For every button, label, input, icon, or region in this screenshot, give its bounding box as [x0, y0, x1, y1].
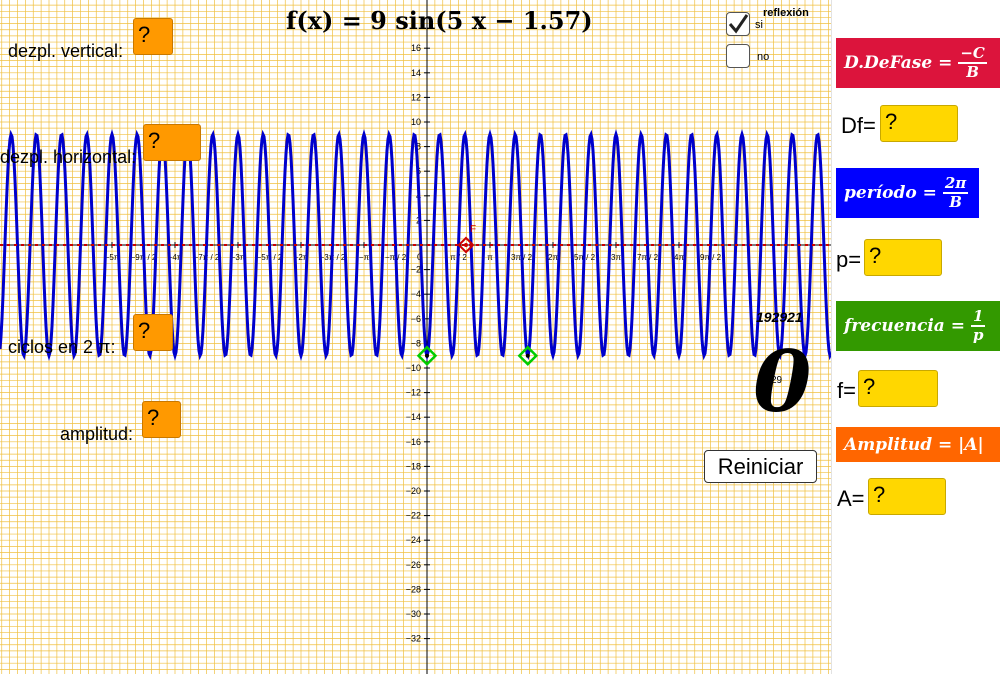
green-point-dot [424, 353, 429, 358]
x-tick-label: −4π [168, 253, 183, 262]
y-tick-label: −24 [406, 535, 421, 545]
y-tick-label: −2 [411, 265, 421, 275]
phase-denominator: B [966, 63, 979, 81]
x-tick-label: −3π [231, 253, 246, 262]
period-input[interactable]: ? [864, 239, 942, 276]
reflection-no-checkbox[interactable] [726, 44, 750, 68]
y-tick-label: −16 [406, 437, 421, 447]
y-tick-label: −6 [411, 314, 421, 324]
frequency-input[interactable]: ? [858, 370, 938, 407]
x-tick-label: 2π [548, 253, 558, 262]
x-tick-label: 3π [611, 253, 621, 262]
x-tick-label: −2π [294, 253, 309, 262]
y-tick-label: −26 [406, 560, 421, 570]
horizontal-shift-input[interactable]: ? [143, 124, 201, 161]
reflection-title: reflexión [763, 7, 809, 19]
x-tick-label: −π [359, 253, 370, 262]
phase-numerator: −C [958, 44, 987, 64]
y-tick-label: 8 [416, 142, 421, 152]
y-tick-label: −14 [406, 412, 421, 422]
right-panel: D.DeFase = −C B Df= ? período = 2π B p= ? … [831, 0, 1000, 674]
function-formula: f(x) = 9 sin(5 x − 1.57) [286, 6, 593, 35]
vertical-shift-input[interactable]: ? [133, 18, 173, 55]
y-tick-label: −30 [406, 609, 421, 619]
frequency-denominator: p [972, 326, 984, 344]
point-f-dot [464, 243, 468, 247]
green-point-dot [525, 353, 530, 358]
amplitude-input[interactable]: ? [142, 401, 181, 438]
reset-button[interactable]: Reiniciar [704, 450, 817, 483]
y-tick-label: −12 [406, 388, 421, 398]
y-tick-label: −4 [411, 289, 421, 299]
score-subscript: 29 [771, 375, 783, 386]
amplitude-input-panel[interactable]: ? [868, 478, 946, 515]
phase-shift-label: Df= [841, 113, 876, 138]
checkmark-icon [728, 14, 749, 34]
reflection-yes-checkbox[interactable] [726, 12, 750, 36]
graph-svg[interactable]: 161412108642−2−4−6−8−10−12−14−16−18−20−2… [0, 0, 831, 674]
cycles-input[interactable]: ? [133, 314, 173, 351]
frequency-numerator: 1 [971, 307, 986, 327]
y-tick-label: −28 [406, 584, 421, 594]
y-tick-label: −32 [406, 634, 421, 644]
y-tick-label: 12 [411, 92, 421, 102]
phase-shift-banner: D.DeFase = −C B [836, 38, 1000, 88]
green-point-marker [416, 345, 438, 366]
period-banner: período = 2π B [836, 168, 979, 218]
counter-value: 192921 [756, 309, 803, 325]
point-f-label: F [470, 224, 476, 235]
horizontal-shift-label: dezpl. horizontal: [0, 147, 137, 167]
reflection-no-label: no [757, 51, 770, 63]
amplitude-label: amplitud: [60, 424, 134, 444]
formula-text: f(x) = 9 sin(5 x − 1.57) [286, 6, 593, 35]
y-tick-label: −8 [411, 338, 421, 348]
y-tick-label: 16 [411, 43, 421, 53]
reflection-yes-label: si [755, 19, 763, 31]
amplitude-label-panel: A= [837, 486, 865, 511]
sine-curve [0, 128, 831, 362]
period-label: p= [836, 247, 862, 272]
period-numerator: 2π [942, 174, 969, 194]
x-tick-label: π [487, 253, 493, 262]
amplitude-banner: Amplitud = |A| [836, 427, 1000, 462]
y-tick-label: −20 [406, 486, 421, 496]
cycles-label: ciclos en 2 π: [8, 337, 116, 357]
period-denominator: B [949, 193, 962, 211]
vertical-shift-label: dezpl. vertical: [8, 41, 124, 61]
graph-canvas[interactable]: 16 14 12 10 8 6 4 2 −2 −4 −6 −8 −10 −12 −14 −16 −18 −20 −2… [0, 0, 831, 674]
y-tick-label: −22 [406, 511, 421, 521]
point-f-marker [457, 236, 475, 254]
green-point-marker [517, 345, 539, 366]
y-tick-label: 14 [411, 68, 421, 78]
y-tick-label: −10 [406, 363, 421, 373]
frequency-label: f= [837, 378, 856, 403]
x-tick-label: −5π [105, 253, 120, 262]
y-tick-label: −18 [406, 461, 421, 471]
origin-label: 0 [417, 252, 422, 262]
y-tick-label: 10 [411, 117, 421, 127]
x-tick-label: 4π [674, 253, 684, 262]
phase-shift-input[interactable]: ? [880, 105, 958, 142]
score-number: 0 [753, 332, 812, 431]
